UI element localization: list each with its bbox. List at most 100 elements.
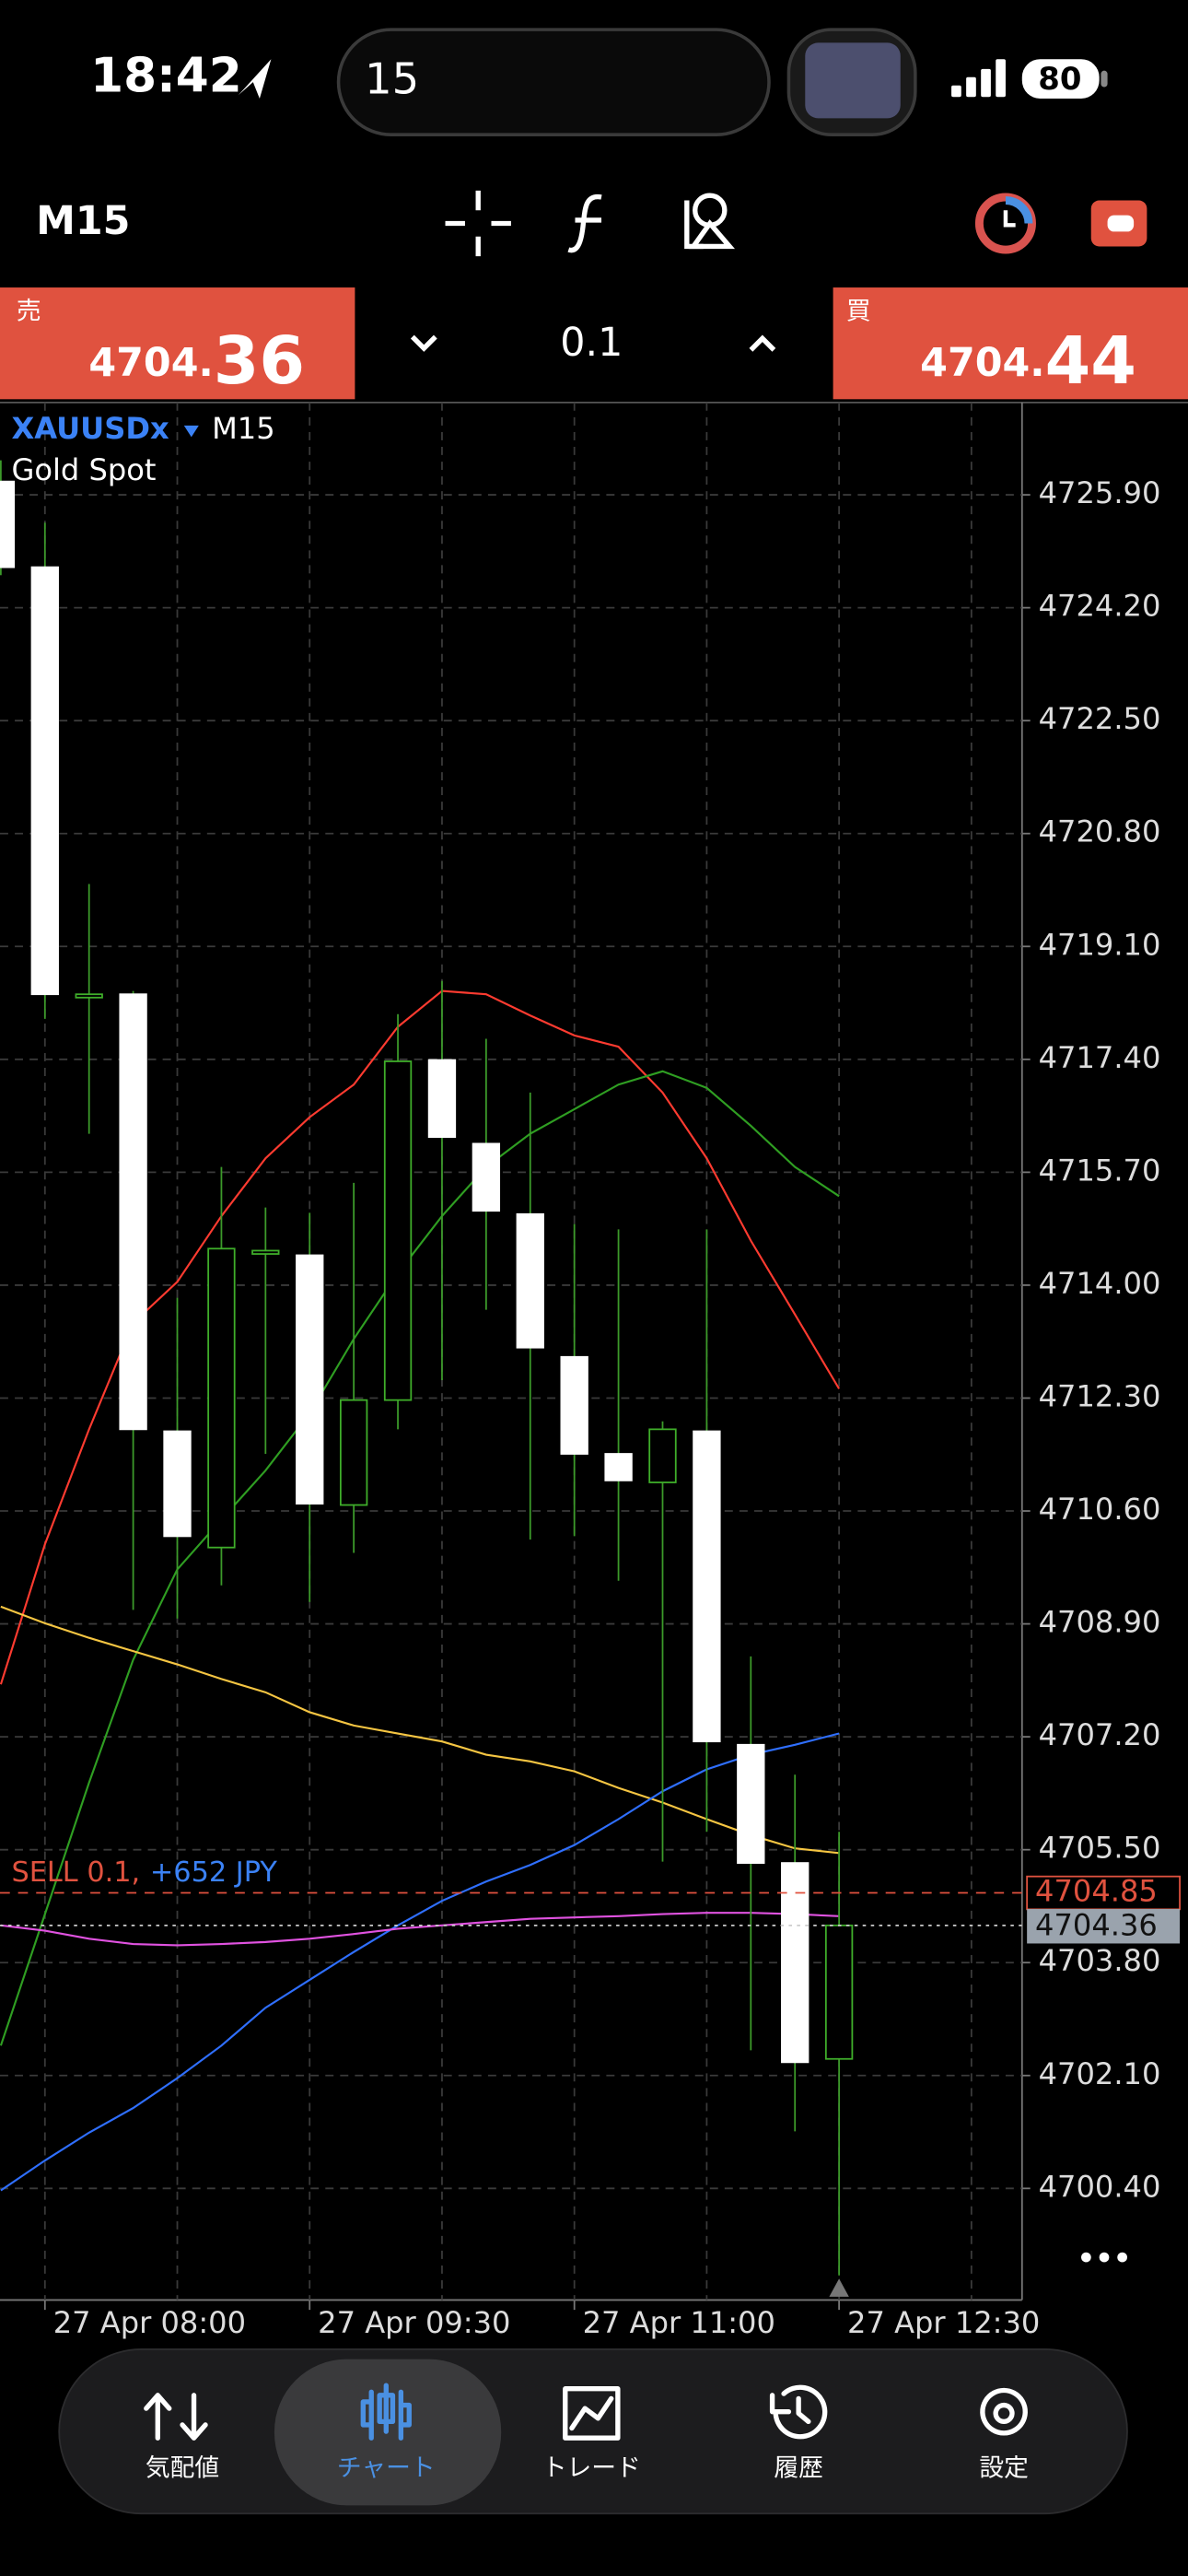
candle-body [119,993,147,1431]
moving-average [0,1732,840,2192]
candle-body [472,1142,501,1212]
nav-item[interactable]: 設定 [979,2387,1029,2483]
nav-item[interactable]: 気配値 [144,2393,219,2483]
nav-label: 履歴 [774,2454,823,2483]
axes: 4725.90 4724.20 4722.50 4720.80 4719.10 4717.… [43,475,1181,2340]
nav: 気配値 チャート トレード 履歴 設定 [144,2359,1029,2506]
nav-label: 気配値 [146,2454,219,2483]
grid [0,402,1022,2301]
chart-timeframe: M15 [212,411,275,446]
y-tick-label: 4717.40 [1039,1040,1161,1075]
y-tick-label: 4712.30 [1039,1378,1161,1413]
more-button[interactable] [1081,2252,1127,2263]
y-tick-label: 4702.10 [1039,2056,1161,2091]
nav-label: トレード [542,2454,641,2483]
signal-icon-part [996,59,1006,98]
one-click-icon-part [1107,215,1135,232]
one-click-icon[interactable] [1090,200,1147,247]
candle-body [163,1430,192,1538]
symbol[interactable]: XAUUSDx [11,411,169,446]
position-text: SELL 0.1, [11,1856,140,1889]
sell-price-main: 4704. [88,339,213,385]
search-text: 15 [365,54,419,104]
position-profit: +652 JPY [150,1856,277,1889]
current-bar-marker [829,2278,849,2297]
symbol-dropdown[interactable] [183,425,199,438]
volume-up[interactable] [749,334,776,352]
timeframe-button[interactable]: M15 [36,198,130,244]
location-icon [238,59,272,99]
candle-body [75,993,103,999]
nav-item[interactable]: トレード [542,2386,641,2483]
nav-icon [144,2393,208,2441]
battery-cap [1101,70,1108,88]
nav-icon [360,2383,412,2441]
sell-button[interactable] [0,287,355,400]
buy-price: 4704.44 [920,322,1136,398]
chart-header: XAUUSDx M15 [11,411,274,446]
y-tick-label: 4714.00 [1039,1266,1161,1301]
plot [0,460,1022,2276]
y-tick-label: 4700.40 [1039,2169,1161,2204]
description: Gold Spot [11,452,156,487]
y-tick-label: 4722.50 [1039,701,1161,736]
candle-body [339,1399,368,1506]
clock: 18:42 [90,49,242,104]
nav-icon [563,2386,621,2441]
y-tick-label: 4725.90 [1039,475,1161,510]
bid-price-box [1027,1909,1181,1944]
x-tick-label: 27 Apr 08:00 [53,2305,246,2340]
signal-icon-part [966,76,976,98]
moving-average [0,1070,840,2046]
nav-item[interactable]: 履歴 [769,2384,828,2483]
candle-body [427,1059,457,1139]
nav-item[interactable]: チャート [274,2359,502,2506]
objects-icon-part [688,219,736,250]
y-tick-label: 4719.10 [1039,927,1161,962]
position-price-box [1026,1875,1181,1911]
buy-label: 買 [846,297,871,325]
candle-body [296,1254,324,1505]
candle-body [604,1453,633,1481]
more-button-part [1081,2252,1091,2263]
y-tick-label: 4724.20 [1039,589,1161,624]
buy-button[interactable] [833,287,1188,400]
candle-body [516,1212,544,1349]
sell-price: 4704.36 [88,322,305,398]
objects-icon[interactable] [684,193,736,250]
y-tick-label: 4703.80 [1039,1943,1161,1978]
nav-icon [769,2384,828,2440]
candle-body [0,480,16,568]
candle-body [383,1060,413,1401]
y-tick-label: 4710.60 [1039,1492,1161,1527]
indicator-icon[interactable] [567,193,602,253]
volume-down[interactable] [410,334,437,352]
x-tick-label: 27 Apr 09:30 [318,2305,510,2340]
trade-history-icon[interactable] [974,193,1036,254]
crosshair-icon[interactable] [445,190,511,257]
x-tick-label: 27 Apr 12:30 [847,2305,1040,2340]
sell-price-frac: 36 [214,322,305,398]
candle-body [560,1355,588,1455]
moving-average [0,1912,840,1947]
candle-body [737,1743,765,1864]
crosshair-icon-part [445,190,511,257]
y-tick-label: 4720.80 [1039,814,1161,849]
y-tick-label: 4708.90 [1039,1605,1161,1640]
x-tick-label: 27 Apr 11:00 [583,2305,775,2340]
volume[interactable]: 0.1 [560,320,623,366]
nav-label: チャート [337,2454,436,2483]
candle-body [30,566,59,996]
nav-icon [980,2387,1028,2436]
trade-history-icon-part [1005,196,1033,224]
nav-bar [58,2348,1128,2515]
candle-body [648,1428,677,1483]
moving-average [0,1605,840,1855]
more-button-part [1117,2252,1127,2263]
buy-price-frac: 44 [1045,322,1136,398]
search-pill[interactable] [336,28,771,137]
nav-label: 設定 [979,2454,1029,2483]
